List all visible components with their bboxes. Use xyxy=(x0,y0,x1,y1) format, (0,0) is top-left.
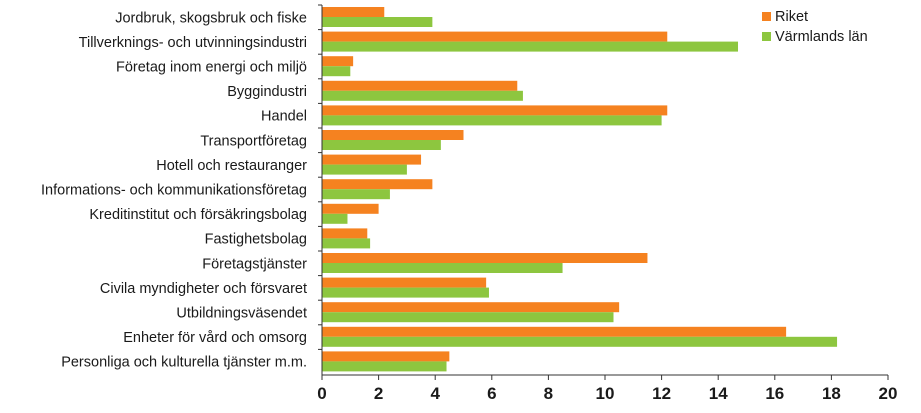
bar-riket-5 xyxy=(322,130,464,140)
bar-v-rmlands-l-n-4 xyxy=(322,115,662,126)
x-tick-label: 20 xyxy=(879,384,898,403)
bar-v-rmlands-l-n-8 xyxy=(322,213,348,224)
bar-v-rmlands-l-n-13 xyxy=(322,336,838,347)
bar-v-rmlands-l-n-10 xyxy=(322,263,563,273)
bar-riket-8 xyxy=(322,203,379,214)
legend-label-v-rmlands-l-n: Värmlands län xyxy=(775,29,868,45)
category-label: Informations- och kommunikationsföretag xyxy=(41,183,307,199)
bar-v-rmlands-l-n-9 xyxy=(322,238,371,249)
bar-v-rmlands-l-n-2 xyxy=(322,66,351,77)
x-tick-label: 12 xyxy=(652,384,671,403)
x-tick-label: 0 xyxy=(317,384,326,403)
bar-v-rmlands-l-n-3 xyxy=(322,90,523,101)
category-label: Byggindustri xyxy=(227,84,307,100)
category-label: Utbildningsväsendet xyxy=(176,306,307,322)
legend-label-riket: Riket xyxy=(775,9,808,25)
bar-riket-13 xyxy=(322,326,787,337)
x-tick-label: 6 xyxy=(487,384,496,403)
bar-riket-2 xyxy=(322,56,354,67)
x-axis-ticks: 0 2 4 6 8 10 12 14 16 18 20 xyxy=(317,375,897,403)
legend-swatch-v-rmlands-l-n xyxy=(762,32,771,41)
category-label: Företag inom energi och miljö xyxy=(116,60,307,76)
category-label: Tillverknings- och utvinningsindustri xyxy=(79,35,307,51)
bar-riket-7 xyxy=(322,179,433,190)
category-label: Fastighetsbolag xyxy=(205,232,307,248)
category-label: Kreditinstitut och försäkringsbolag xyxy=(89,207,307,223)
bar-v-rmlands-l-n-14 xyxy=(322,361,447,372)
category-label: Hotell och restauranger xyxy=(156,158,307,174)
x-tick-label: 18 xyxy=(822,384,841,403)
category-label: Jordbruk, skogsbruk och fiske xyxy=(115,10,307,26)
bars-group xyxy=(322,7,838,372)
legend: Riket Värmlands län xyxy=(762,9,868,45)
bar-riket-4 xyxy=(322,105,668,116)
x-tick-label: 16 xyxy=(765,384,784,403)
category-label: Transportföretag xyxy=(200,133,307,149)
bar-v-rmlands-l-n-1 xyxy=(322,41,739,52)
category-label: Handel xyxy=(261,109,307,125)
category-labels: Jordbruk, skogsbruk och fiske Tillverknin… xyxy=(41,10,307,370)
bar-riket-9 xyxy=(322,228,368,239)
bar-riket-3 xyxy=(322,80,518,91)
bar-v-rmlands-l-n-7 xyxy=(322,189,390,200)
category-label: Företagstjänster xyxy=(202,256,307,272)
x-tick-label: 2 xyxy=(374,384,383,403)
bar-v-rmlands-l-n-12 xyxy=(322,312,614,323)
bar-riket-1 xyxy=(322,31,668,42)
category-label: Civila myndigheter och försvaret xyxy=(100,281,307,297)
bar-riket-11 xyxy=(322,277,487,288)
bar-v-rmlands-l-n-5 xyxy=(322,140,441,150)
x-tick-label: 8 xyxy=(544,384,553,403)
category-label: Enheter för vård och omsorg xyxy=(123,330,307,346)
bar-v-rmlands-l-n-11 xyxy=(322,287,489,298)
legend-swatch-riket xyxy=(762,12,771,21)
x-tick-label: 4 xyxy=(430,384,440,403)
bar-riket-14 xyxy=(322,351,450,362)
x-tick-label: 14 xyxy=(709,384,728,403)
bar-riket-0 xyxy=(322,7,385,17)
bar-v-rmlands-l-n-6 xyxy=(322,164,407,175)
bar-riket-10 xyxy=(322,253,648,263)
bar-riket-6 xyxy=(322,154,422,165)
x-tick-label: 10 xyxy=(596,384,615,403)
bar-riket-12 xyxy=(322,302,620,313)
category-label: Personliga och kulturella tjänster m.m. xyxy=(61,355,307,371)
bar-v-rmlands-l-n-0 xyxy=(322,17,433,27)
